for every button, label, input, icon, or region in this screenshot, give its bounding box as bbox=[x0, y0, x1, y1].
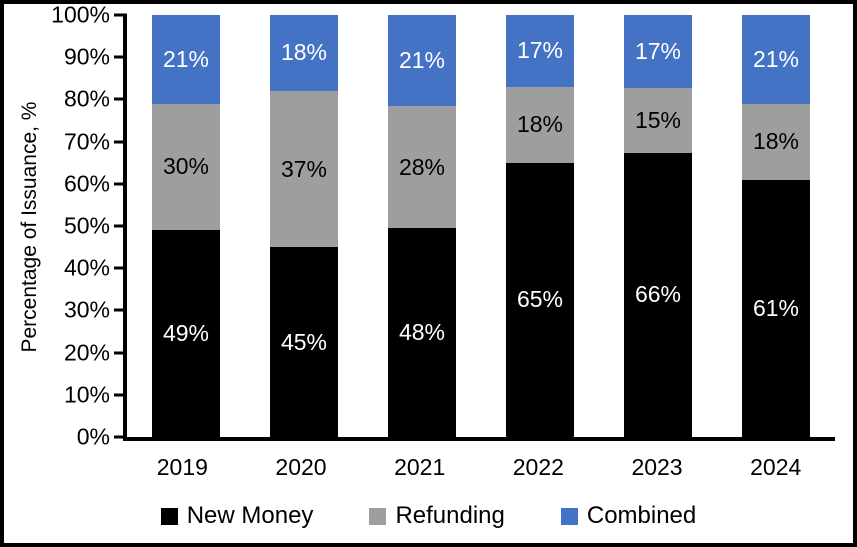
bar-segment-new-money: 66% bbox=[624, 152, 692, 437]
stacked-bar: 17% 18% 65% bbox=[506, 15, 574, 437]
legend-item-refunding: Refunding bbox=[369, 502, 505, 530]
data-label: 45% bbox=[280, 328, 328, 355]
data-label: 37% bbox=[280, 155, 328, 182]
bar-segment-new-money: 49% bbox=[152, 230, 220, 437]
stacked-bar: 18% 37% 45% bbox=[270, 15, 338, 437]
y-tick-mark bbox=[114, 308, 127, 312]
bar-segment-new-money: 48% bbox=[388, 228, 456, 437]
bar-column: 17% 18% 65% bbox=[481, 15, 599, 437]
data-label: 28% bbox=[398, 153, 446, 180]
bar-segment-new-money: 61% bbox=[742, 179, 810, 437]
data-label: 65% bbox=[516, 286, 564, 313]
data-label: 49% bbox=[162, 320, 210, 347]
x-category-label: 2023 bbox=[631, 454, 683, 480]
x-category-label: 2021 bbox=[394, 454, 446, 480]
bar-column: 18% 37% 45% bbox=[245, 15, 363, 437]
bars-container: 21% 30% 49% 18% 37% 45% 21% 28% 48% 17% 18% 65% 17% 1… bbox=[127, 15, 835, 437]
bar-segment-combined: 17% bbox=[506, 15, 574, 87]
y-tick-mark bbox=[114, 182, 127, 186]
data-label: 30% bbox=[162, 153, 210, 180]
stacked-bar: 17% 15% 66% bbox=[624, 15, 692, 437]
legend-swatch bbox=[369, 507, 387, 525]
bar-segment-refunding: 18% bbox=[506, 86, 574, 163]
x-category-label: 2020 bbox=[275, 454, 327, 480]
y-tick-mark bbox=[114, 140, 127, 144]
data-label: 21% bbox=[752, 45, 800, 72]
y-tick-label: 40% bbox=[63, 254, 110, 281]
bar-segment-refunding: 15% bbox=[624, 88, 692, 153]
bar-segment-refunding: 18% bbox=[742, 103, 810, 180]
legend-swatch bbox=[560, 507, 578, 525]
y-tick-mark bbox=[114, 351, 127, 355]
data-label: 66% bbox=[634, 281, 682, 308]
legend-item-combined: Combined bbox=[560, 502, 697, 530]
bar-column: 21% 28% 48% bbox=[363, 15, 481, 437]
stacked-bar: 21% 18% 61% bbox=[742, 15, 810, 437]
y-tick-label: 0% bbox=[76, 423, 110, 450]
y-tick-mark bbox=[114, 55, 127, 59]
y-tick-mark bbox=[114, 393, 127, 397]
bar-segment-combined: 21% bbox=[742, 15, 810, 104]
bar-segment-refunding: 30% bbox=[152, 103, 220, 231]
stacked-bar: 21% 28% 48% bbox=[388, 15, 456, 437]
data-label: 18% bbox=[280, 39, 328, 66]
bar-segment-new-money: 45% bbox=[270, 247, 338, 437]
bar-segment-new-money: 65% bbox=[506, 162, 574, 437]
y-tick-mark bbox=[114, 13, 127, 17]
legend-label: New Money bbox=[186, 502, 314, 529]
y-tick-label: 100% bbox=[51, 1, 110, 28]
data-label: 21% bbox=[398, 47, 446, 74]
x-axis-category-labels: 2019 2020 2021 2022 2023 2024 bbox=[123, 445, 835, 481]
y-tick-label: 10% bbox=[63, 381, 110, 408]
bar-segment-combined: 17% bbox=[624, 15, 692, 89]
data-label: 21% bbox=[162, 45, 210, 72]
bar-segment-refunding: 28% bbox=[388, 106, 456, 229]
y-axis-title: Percentage of Issuance, % bbox=[18, 101, 41, 353]
legend-label: Refunding bbox=[395, 502, 505, 529]
y-tick-mark bbox=[114, 435, 127, 439]
y-tick-label: 70% bbox=[63, 128, 110, 155]
bar-column: 21% 30% 49% bbox=[127, 15, 245, 437]
y-tick-label: 60% bbox=[63, 170, 110, 197]
legend-swatch bbox=[160, 507, 178, 525]
bar-segment-refunding: 37% bbox=[270, 90, 338, 248]
x-category-label: 2022 bbox=[512, 454, 564, 480]
data-label: 18% bbox=[516, 111, 564, 138]
bar-segment-combined: 21% bbox=[152, 15, 220, 104]
legend: New Money Refunding Combined bbox=[4, 502, 853, 530]
data-label: 17% bbox=[516, 37, 564, 64]
y-tick-mark bbox=[114, 266, 127, 270]
data-label: 15% bbox=[634, 106, 682, 133]
y-tick-label: 30% bbox=[63, 296, 110, 323]
y-tick-label: 50% bbox=[63, 212, 110, 239]
legend-label: Combined bbox=[586, 502, 697, 529]
x-category-label: 2024 bbox=[750, 454, 802, 480]
y-tick-label: 20% bbox=[63, 339, 110, 366]
data-label: 61% bbox=[752, 294, 800, 321]
y-tick-label: 90% bbox=[63, 43, 110, 70]
data-label: 48% bbox=[398, 319, 446, 346]
stacked-bar: 21% 30% 49% bbox=[152, 15, 220, 437]
y-tick-mark bbox=[114, 224, 127, 228]
legend-item-new-money: New Money bbox=[160, 502, 314, 530]
bar-segment-combined: 21% bbox=[388, 15, 456, 107]
data-label: 18% bbox=[752, 128, 800, 155]
bar-segment-combined: 18% bbox=[270, 15, 338, 91]
y-tick-mark bbox=[114, 97, 127, 101]
data-label: 17% bbox=[634, 38, 682, 65]
plot-area: 0% 10% 20% 30% 40% 50% 60% 70% 80% 90% 100% 21% 30%… bbox=[51, 4, 835, 450]
x-category-label: 2019 bbox=[156, 454, 208, 480]
bar-column: 21% 18% 61% bbox=[717, 15, 835, 437]
bar-column: 17% 15% 66% bbox=[599, 15, 717, 437]
y-tick-label: 80% bbox=[63, 85, 110, 112]
